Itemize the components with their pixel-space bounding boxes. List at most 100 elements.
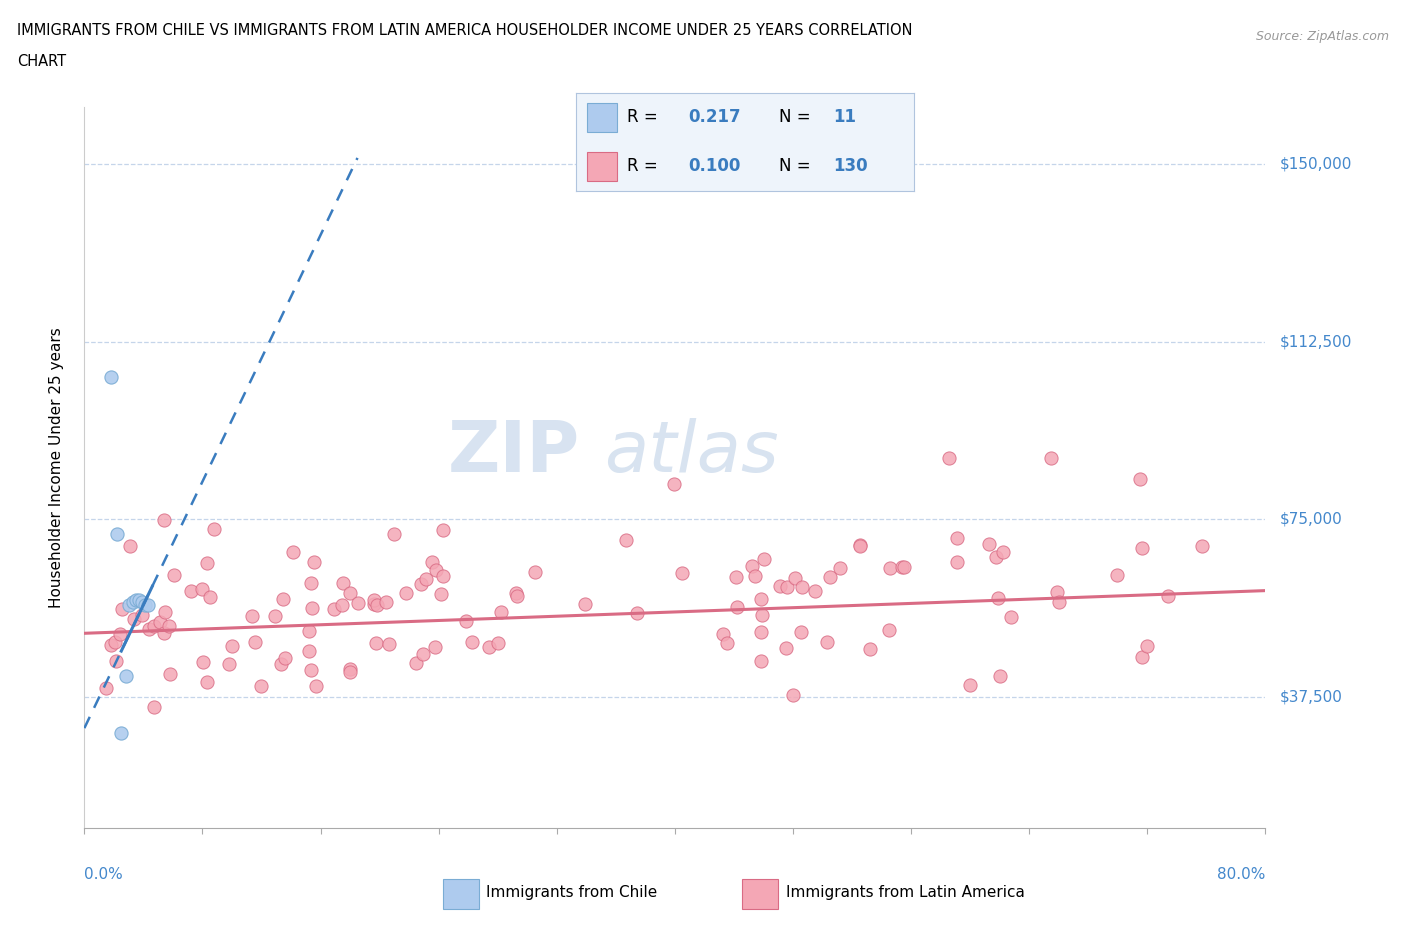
Point	[626, 605, 648, 620]
Point	[111, 602, 134, 617]
Point	[366, 636, 388, 651]
Point	[893, 560, 915, 575]
Point	[1040, 450, 1063, 465]
Point	[782, 687, 804, 702]
Point	[420, 555, 443, 570]
Text: Source: ZipAtlas.com: Source: ZipAtlas.com	[1256, 30, 1389, 43]
Point	[138, 621, 160, 636]
Point	[749, 653, 772, 668]
Point	[993, 544, 1015, 559]
Point	[412, 646, 434, 661]
Point	[574, 596, 596, 611]
Point	[859, 642, 882, 657]
Text: CHART: CHART	[17, 54, 66, 69]
Text: R =: R =	[627, 157, 664, 175]
Point	[143, 699, 166, 714]
Point	[122, 595, 145, 610]
Point	[478, 640, 501, 655]
Point	[790, 624, 813, 639]
Point	[159, 667, 181, 682]
Point	[100, 370, 122, 385]
Point	[849, 538, 872, 553]
Point	[273, 591, 295, 606]
Point	[136, 597, 159, 612]
Point	[274, 651, 297, 666]
Point	[299, 576, 322, 591]
Point	[1047, 595, 1070, 610]
Point	[281, 545, 304, 560]
Point	[1132, 541, 1154, 556]
Point	[301, 601, 323, 616]
Point	[986, 550, 1008, 565]
Point	[524, 565, 547, 579]
Point	[382, 526, 405, 541]
Point	[330, 598, 353, 613]
Point	[432, 569, 454, 584]
Point	[1130, 650, 1153, 665]
Point	[415, 571, 437, 586]
Point	[711, 627, 734, 642]
Point	[946, 531, 969, 546]
Text: 80.0%: 80.0%	[1218, 868, 1265, 883]
Point	[725, 599, 748, 614]
Point	[411, 577, 433, 591]
Point	[506, 589, 529, 604]
Point	[366, 597, 388, 612]
Point	[243, 634, 266, 649]
Point	[125, 592, 148, 607]
Text: ZIP: ZIP	[449, 418, 581, 487]
Point	[363, 592, 385, 607]
Point	[1105, 568, 1128, 583]
Text: Immigrants from Latin America: Immigrants from Latin America	[786, 885, 1025, 900]
Point	[263, 609, 285, 624]
Point	[108, 626, 131, 641]
Text: $75,000: $75,000	[1279, 512, 1343, 527]
Point	[143, 618, 166, 633]
Text: 11: 11	[832, 109, 856, 126]
Text: R =: R =	[627, 109, 664, 126]
Point	[890, 560, 912, 575]
Point	[815, 634, 838, 649]
Point	[938, 450, 960, 465]
Point	[1129, 472, 1152, 486]
Point	[148, 615, 170, 630]
Point	[249, 679, 271, 694]
Point	[959, 678, 981, 693]
Point	[110, 725, 132, 740]
Point	[299, 663, 322, 678]
Point	[749, 625, 772, 640]
Point	[298, 644, 321, 658]
Point	[100, 638, 122, 653]
Point	[104, 634, 127, 649]
Point	[163, 568, 186, 583]
Point	[432, 523, 454, 538]
Point	[131, 607, 153, 622]
Point	[240, 609, 263, 624]
Point	[425, 639, 447, 654]
Point	[1191, 538, 1213, 553]
Point	[1136, 639, 1159, 654]
Point	[104, 654, 127, 669]
Point	[153, 604, 176, 619]
Point	[347, 595, 370, 610]
FancyBboxPatch shape	[443, 879, 478, 910]
Point	[96, 681, 118, 696]
Point	[848, 538, 870, 552]
Point	[768, 578, 790, 593]
Point	[879, 560, 901, 575]
Point	[120, 538, 142, 553]
Point	[425, 563, 447, 578]
Point	[430, 586, 453, 601]
Point	[363, 596, 385, 611]
Point	[752, 551, 775, 566]
Point	[489, 604, 512, 619]
Text: $150,000: $150,000	[1279, 156, 1351, 171]
FancyBboxPatch shape	[742, 879, 778, 910]
Point	[157, 618, 180, 633]
Point	[671, 565, 693, 580]
Point	[305, 679, 328, 694]
Point	[374, 594, 396, 609]
Point	[505, 586, 527, 601]
Point	[614, 533, 637, 548]
Y-axis label: Householder Income Under 25 years: Householder Income Under 25 years	[49, 327, 63, 607]
